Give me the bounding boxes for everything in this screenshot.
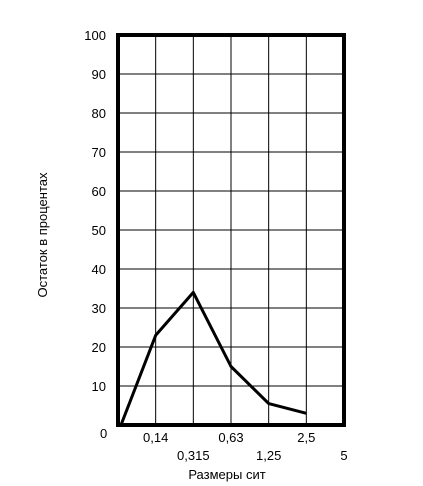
y-tick-label: 80 (92, 106, 106, 121)
y-tick-label: 60 (92, 184, 106, 199)
grid-lines (118, 35, 344, 425)
x-tick-label: 5 (340, 448, 347, 463)
plot-frame (116, 33, 346, 427)
x-tick-labels: 0,14 0,315 0,63 1,25 2,5 5 (143, 430, 348, 463)
x-tick-label: 0,315 (177, 448, 210, 463)
x-axis-label: Размеры сит (188, 467, 265, 482)
x-tick-label: 0,14 (143, 430, 168, 445)
y-tick-label: 70 (92, 145, 106, 160)
y-tick-label: 40 (92, 262, 106, 277)
y-tick-label: 100 (84, 28, 106, 43)
x-tick-label: 0,63 (218, 430, 243, 445)
y-tick-labels: 0 10 20 30 40 50 60 70 80 90 100 (84, 28, 107, 441)
y-tick-label: 10 (92, 379, 106, 394)
y-tick-label: 50 (92, 223, 106, 238)
y-tick-label: 0 (100, 426, 107, 441)
y-tick-label: 90 (92, 67, 106, 82)
y-axis-label: Остаток в процентах (35, 172, 50, 297)
y-tick-label: 20 (92, 340, 106, 355)
series-line (119, 290, 307, 426)
x-tick-label: 1,25 (256, 448, 281, 463)
y-tick-label: 30 (92, 301, 106, 316)
x-tick-label: 2,5 (297, 430, 315, 445)
